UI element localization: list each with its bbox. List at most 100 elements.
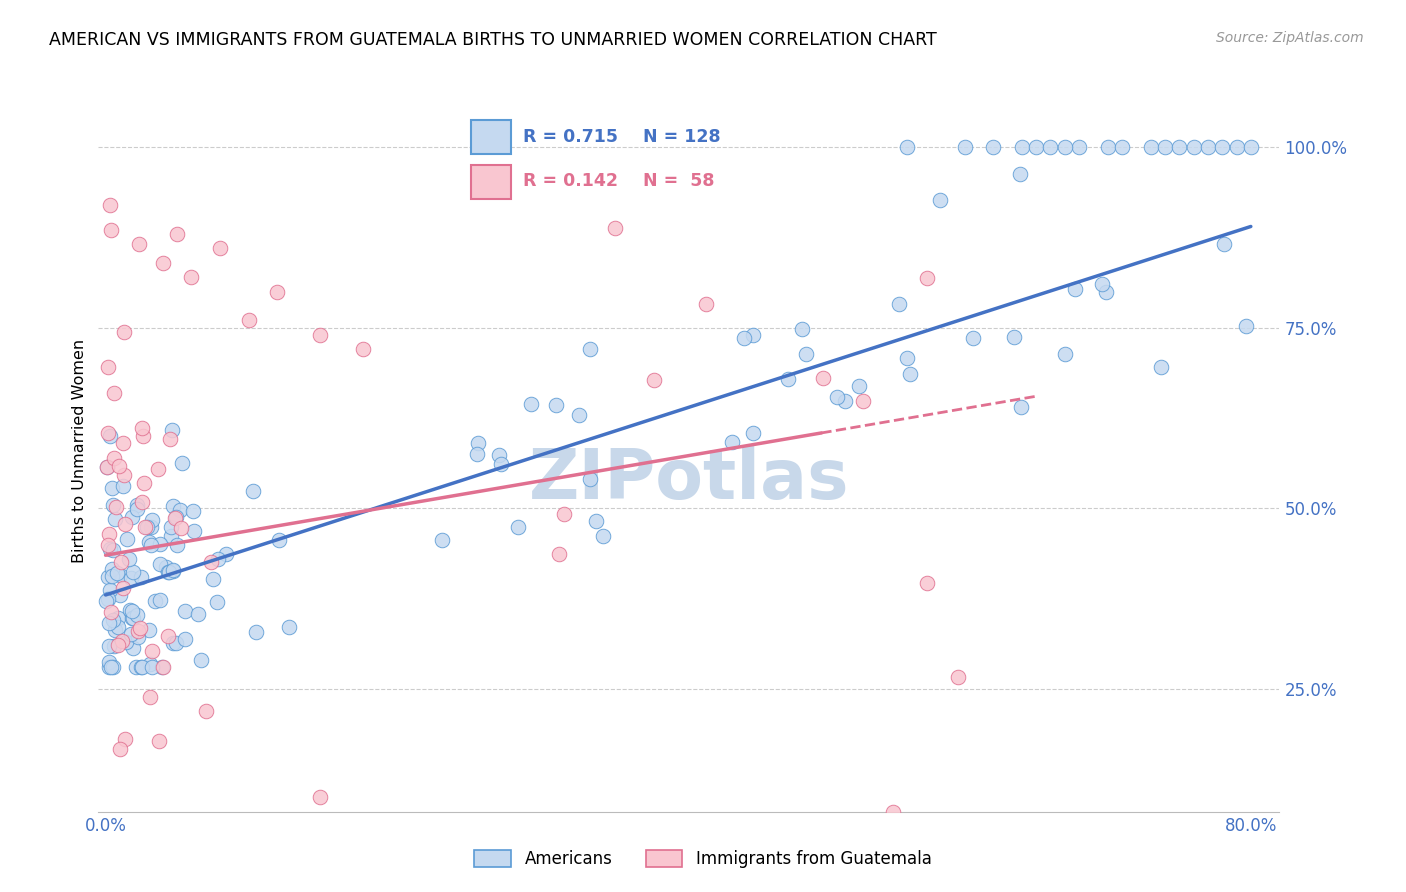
Point — [97, 538, 120, 552]
Point — [1182, 140, 1205, 154]
Point — [111, 479, 134, 493]
Point — [129, 660, 152, 674]
Point — [194, 704, 217, 718]
Point — [245, 625, 267, 640]
Point — [1111, 140, 1133, 154]
Point — [520, 397, 543, 411]
Point — [181, 504, 204, 518]
Point — [547, 547, 569, 561]
Point — [981, 140, 1004, 154]
Point — [928, 193, 950, 207]
Point — [1168, 140, 1191, 154]
Point — [98, 198, 121, 212]
Point — [148, 733, 170, 747]
Point — [825, 390, 848, 404]
Point — [103, 613, 125, 627]
Point — [183, 524, 205, 539]
Point — [157, 566, 180, 580]
Point — [544, 398, 567, 412]
Point — [381, 819, 404, 833]
Point — [131, 421, 153, 435]
Point — [127, 630, 149, 644]
Point — [98, 542, 121, 557]
Point — [174, 604, 197, 618]
Point — [1150, 359, 1173, 374]
Point — [136, 520, 159, 534]
Point — [165, 510, 187, 524]
Point — [111, 830, 134, 845]
Point — [1054, 347, 1077, 361]
Point — [107, 611, 129, 625]
Point — [1010, 400, 1032, 414]
Point — [643, 373, 665, 387]
Point — [149, 537, 172, 551]
Point — [568, 408, 591, 422]
Point — [121, 604, 143, 618]
Point — [834, 393, 856, 408]
Point — [110, 555, 132, 569]
Point — [165, 636, 187, 650]
Point — [139, 538, 162, 552]
Point — [776, 371, 799, 385]
Point — [98, 660, 121, 674]
Point — [882, 805, 904, 819]
Point — [848, 379, 870, 393]
Point — [128, 237, 150, 252]
Point — [97, 425, 120, 440]
Point — [695, 297, 717, 311]
Point — [267, 533, 290, 548]
Point — [1039, 140, 1062, 154]
Point — [1240, 140, 1263, 154]
Point — [107, 620, 129, 634]
Point — [1004, 329, 1026, 343]
Point — [152, 255, 174, 269]
Point — [121, 510, 143, 524]
Point — [180, 270, 202, 285]
Point — [149, 593, 172, 607]
Point — [111, 634, 134, 648]
Point — [121, 611, 143, 625]
Point — [553, 508, 575, 522]
Point — [97, 591, 120, 606]
Point — [103, 542, 125, 557]
Point — [187, 607, 209, 622]
Point — [1225, 140, 1247, 154]
Point — [138, 623, 160, 637]
Point — [1053, 140, 1076, 154]
Point — [1011, 140, 1033, 154]
Point — [107, 638, 129, 652]
Point — [1139, 140, 1161, 154]
Point — [238, 313, 260, 327]
Point — [209, 241, 232, 255]
Point — [114, 731, 136, 746]
Point — [1097, 140, 1119, 154]
Point — [101, 568, 124, 582]
Point — [112, 581, 135, 595]
Point — [278, 620, 301, 634]
Point — [162, 635, 184, 649]
Point — [465, 447, 488, 461]
Point — [207, 552, 229, 566]
Point — [166, 227, 188, 241]
Point — [896, 140, 918, 154]
Point — [118, 551, 141, 566]
Point — [160, 520, 183, 534]
Point — [488, 449, 510, 463]
Point — [131, 660, 153, 674]
Point — [101, 481, 124, 495]
Point — [162, 564, 184, 578]
Point — [103, 639, 125, 653]
Point — [190, 653, 212, 667]
Point — [125, 607, 148, 622]
Point — [98, 655, 121, 669]
Point — [104, 623, 127, 637]
Point — [1197, 140, 1219, 154]
Point — [309, 790, 332, 805]
Point — [162, 423, 184, 437]
Point — [94, 594, 117, 608]
Point — [98, 583, 121, 598]
Point — [953, 140, 976, 154]
Point — [141, 513, 163, 527]
Y-axis label: Births to Unmarried Women: Births to Unmarried Women — [72, 338, 87, 563]
Point — [103, 386, 125, 401]
